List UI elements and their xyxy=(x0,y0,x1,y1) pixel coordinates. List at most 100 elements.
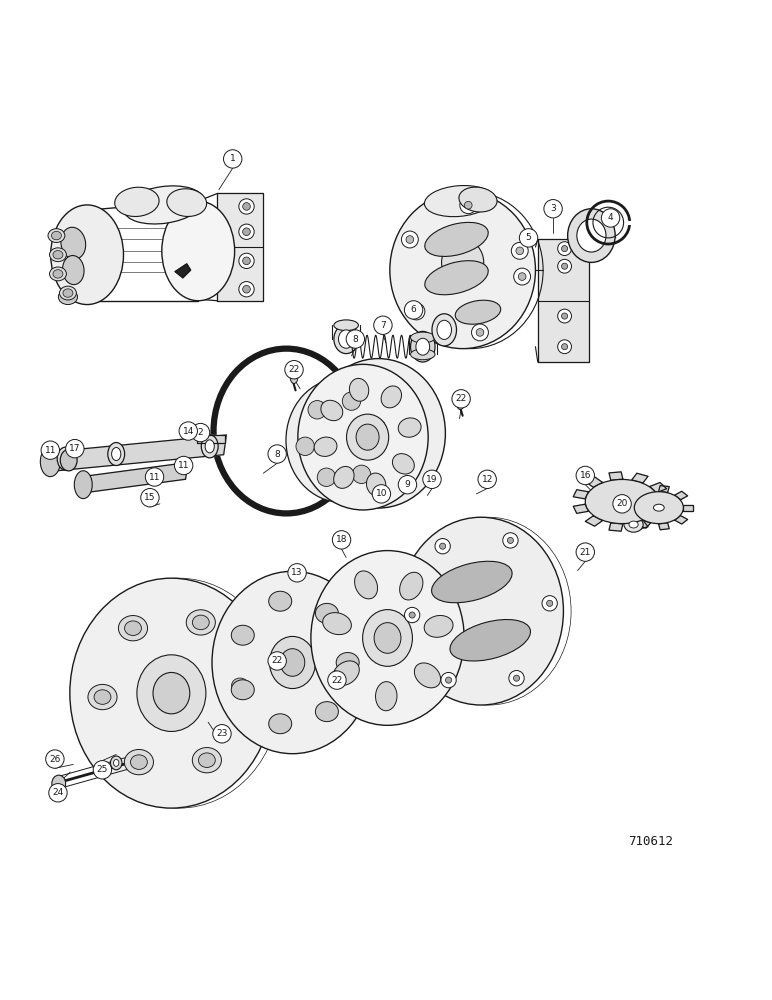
Ellipse shape xyxy=(411,349,435,360)
Circle shape xyxy=(452,390,470,408)
Ellipse shape xyxy=(411,331,435,362)
Polygon shape xyxy=(683,505,692,511)
Circle shape xyxy=(145,468,164,486)
Circle shape xyxy=(439,543,445,549)
Text: 22: 22 xyxy=(455,394,467,403)
Text: 9: 9 xyxy=(405,480,411,489)
Ellipse shape xyxy=(212,571,373,754)
Ellipse shape xyxy=(415,663,441,688)
Ellipse shape xyxy=(61,452,70,465)
Ellipse shape xyxy=(432,314,456,346)
Ellipse shape xyxy=(112,447,120,461)
Ellipse shape xyxy=(124,621,141,635)
Circle shape xyxy=(213,725,231,743)
Polygon shape xyxy=(585,477,603,487)
Ellipse shape xyxy=(314,437,337,456)
Circle shape xyxy=(413,308,420,315)
Circle shape xyxy=(328,671,346,689)
Ellipse shape xyxy=(63,289,73,297)
Ellipse shape xyxy=(57,447,74,470)
Ellipse shape xyxy=(356,424,379,450)
Circle shape xyxy=(174,456,193,475)
Text: 23: 23 xyxy=(216,729,228,738)
Polygon shape xyxy=(538,239,589,362)
Polygon shape xyxy=(585,516,603,526)
Polygon shape xyxy=(625,510,638,518)
Circle shape xyxy=(191,423,210,442)
Circle shape xyxy=(224,150,242,168)
Ellipse shape xyxy=(374,623,401,653)
Circle shape xyxy=(93,761,112,779)
Circle shape xyxy=(509,671,524,686)
Ellipse shape xyxy=(450,620,530,661)
Circle shape xyxy=(561,344,567,350)
Ellipse shape xyxy=(392,454,415,474)
Text: 710612: 710612 xyxy=(628,835,673,848)
Ellipse shape xyxy=(63,256,84,285)
Circle shape xyxy=(561,246,567,252)
Ellipse shape xyxy=(192,615,209,630)
Text: 20: 20 xyxy=(616,499,628,508)
Circle shape xyxy=(239,282,254,297)
Circle shape xyxy=(285,361,303,379)
Text: 22: 22 xyxy=(272,656,283,665)
Ellipse shape xyxy=(290,371,298,384)
Circle shape xyxy=(242,285,250,293)
Circle shape xyxy=(601,209,620,227)
Circle shape xyxy=(239,224,254,239)
Ellipse shape xyxy=(61,227,86,259)
Text: 4: 4 xyxy=(608,213,614,222)
Ellipse shape xyxy=(375,682,397,711)
Circle shape xyxy=(268,445,286,463)
Text: 6: 6 xyxy=(411,305,416,314)
Polygon shape xyxy=(638,520,651,528)
Ellipse shape xyxy=(286,378,397,502)
Ellipse shape xyxy=(363,610,412,666)
Ellipse shape xyxy=(192,748,222,773)
Circle shape xyxy=(445,677,452,683)
Ellipse shape xyxy=(49,248,66,262)
Text: 25: 25 xyxy=(96,765,108,774)
Polygon shape xyxy=(675,491,688,500)
Ellipse shape xyxy=(455,300,501,324)
Ellipse shape xyxy=(88,684,117,710)
Ellipse shape xyxy=(298,364,428,510)
Polygon shape xyxy=(659,523,669,530)
Ellipse shape xyxy=(425,222,488,256)
Text: 2: 2 xyxy=(198,428,203,437)
Ellipse shape xyxy=(232,678,249,693)
Circle shape xyxy=(179,422,198,440)
Text: 17: 17 xyxy=(69,444,80,453)
Text: 22: 22 xyxy=(289,365,300,374)
Text: 8: 8 xyxy=(274,450,280,459)
Circle shape xyxy=(41,441,59,459)
Circle shape xyxy=(405,607,420,623)
Ellipse shape xyxy=(398,517,564,705)
Ellipse shape xyxy=(316,702,338,722)
Circle shape xyxy=(472,324,489,341)
Ellipse shape xyxy=(167,189,207,216)
Ellipse shape xyxy=(232,625,254,645)
Ellipse shape xyxy=(162,201,235,301)
Circle shape xyxy=(513,675,520,681)
Ellipse shape xyxy=(390,192,536,349)
Text: 14: 14 xyxy=(182,427,194,436)
Circle shape xyxy=(544,200,562,218)
Ellipse shape xyxy=(437,320,452,339)
Text: 12: 12 xyxy=(482,475,493,484)
Ellipse shape xyxy=(59,286,76,300)
Text: 11: 11 xyxy=(178,461,189,470)
Circle shape xyxy=(408,303,425,320)
Text: 7: 7 xyxy=(380,321,386,330)
Circle shape xyxy=(317,468,336,486)
Ellipse shape xyxy=(74,471,92,499)
Circle shape xyxy=(405,301,423,319)
Ellipse shape xyxy=(624,517,643,532)
Ellipse shape xyxy=(269,714,292,734)
Circle shape xyxy=(242,257,250,265)
Ellipse shape xyxy=(334,324,358,354)
Ellipse shape xyxy=(69,578,273,808)
Ellipse shape xyxy=(201,435,218,458)
Ellipse shape xyxy=(130,755,147,769)
Circle shape xyxy=(511,242,528,259)
